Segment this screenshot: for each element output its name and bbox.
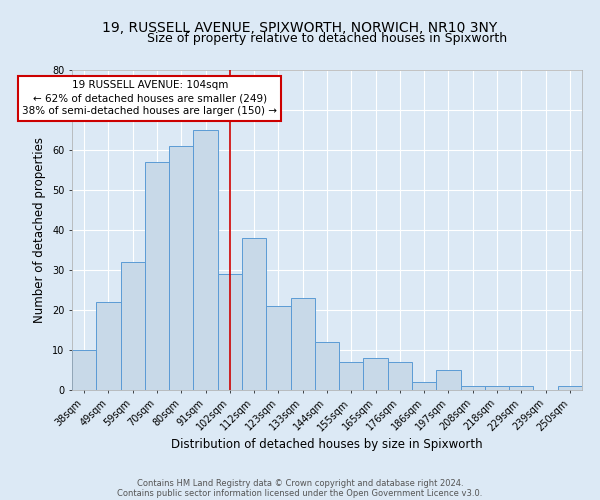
Bar <box>96 302 121 390</box>
Bar <box>266 306 290 390</box>
Text: 19, RUSSELL AVENUE, SPIXWORTH, NORWICH, NR10 3NY: 19, RUSSELL AVENUE, SPIXWORTH, NORWICH, … <box>103 21 497 35</box>
Bar <box>436 370 461 390</box>
Bar <box>315 342 339 390</box>
Bar <box>461 386 485 390</box>
Bar <box>412 382 436 390</box>
Title: Size of property relative to detached houses in Spixworth: Size of property relative to detached ho… <box>147 32 507 45</box>
Bar <box>169 146 193 390</box>
X-axis label: Distribution of detached houses by size in Spixworth: Distribution of detached houses by size … <box>171 438 483 451</box>
Bar <box>509 386 533 390</box>
Bar <box>242 238 266 390</box>
Bar <box>145 162 169 390</box>
Bar <box>388 362 412 390</box>
Text: 19 RUSSELL AVENUE: 104sqm
← 62% of detached houses are smaller (249)
38% of semi: 19 RUSSELL AVENUE: 104sqm ← 62% of detac… <box>22 80 277 116</box>
Bar <box>558 386 582 390</box>
Bar <box>485 386 509 390</box>
Y-axis label: Number of detached properties: Number of detached properties <box>34 137 46 323</box>
Bar <box>339 362 364 390</box>
Bar <box>290 298 315 390</box>
Bar <box>218 274 242 390</box>
Bar <box>121 262 145 390</box>
Text: Contains HM Land Registry data © Crown copyright and database right 2024.: Contains HM Land Registry data © Crown c… <box>137 478 463 488</box>
Bar <box>364 358 388 390</box>
Bar <box>193 130 218 390</box>
Bar <box>72 350 96 390</box>
Text: Contains public sector information licensed under the Open Government Licence v3: Contains public sector information licen… <box>118 488 482 498</box>
